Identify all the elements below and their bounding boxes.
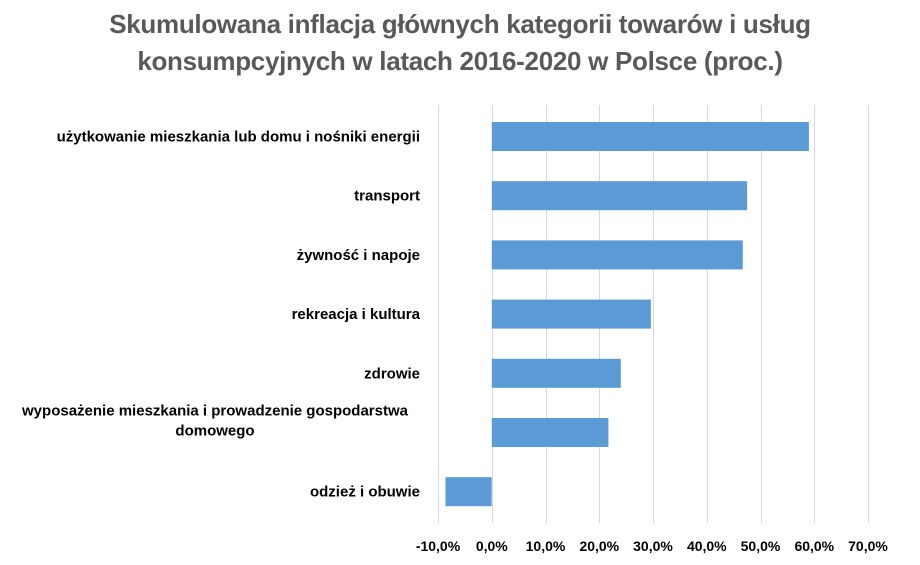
category-label-line: transport xyxy=(354,188,420,205)
bar xyxy=(445,477,492,507)
category-labels: użytkowanie mieszkania lub domu i nośnik… xyxy=(21,129,421,501)
chart-title-line-1: Skumulowana inflacja głównych kategorii … xyxy=(109,9,811,39)
category-label-line: zdrowie xyxy=(364,365,420,382)
x-tick-label: 60,0% xyxy=(794,538,834,554)
category-label-line: żywność i napoje xyxy=(297,247,420,264)
x-tick-label: 0,0% xyxy=(476,538,508,554)
category-label: wyposażenie mieszkania i prowadzenie gos… xyxy=(21,403,409,440)
category-label-line: użytkowanie mieszkania lub domu i nośnik… xyxy=(57,129,420,146)
category-label-line: rekreacja i kultura xyxy=(292,306,421,323)
bar xyxy=(491,181,748,211)
category-label: żywność i napoje xyxy=(297,247,420,264)
x-tick-label: 30,0% xyxy=(633,538,673,554)
x-tick-label: 20,0% xyxy=(579,538,619,554)
x-tick-label: -10,0% xyxy=(416,538,461,554)
bar xyxy=(491,358,621,388)
x-tick-label: 50,0% xyxy=(741,538,781,554)
x-axis-tick-labels: -10,0% 0,0% 10,0% 20,0% 30,0% 40,0% 50,0% 60,0%… xyxy=(416,538,889,554)
bar xyxy=(491,240,743,270)
bar xyxy=(491,122,809,151)
category-label: odzież i obuwie xyxy=(310,484,420,501)
category-label-line: odzież i obuwie xyxy=(310,484,420,501)
category-label-line: domowego xyxy=(175,423,254,440)
category-label: użytkowanie mieszkania lub domu i nośnik… xyxy=(57,129,420,146)
bar xyxy=(491,418,609,447)
bar xyxy=(491,299,651,329)
category-label-line: wyposażenie mieszkania i prowadzenie gos… xyxy=(21,403,409,420)
x-tick-label: 40,0% xyxy=(687,538,727,554)
category-label: zdrowie xyxy=(364,365,420,382)
chart-title-line-2: konsumpcyjnych w latach 2016-2020 w Pols… xyxy=(137,46,783,76)
category-label: rekreacja i kultura xyxy=(292,306,421,323)
bars xyxy=(445,122,809,507)
chart-title: Skumulowana inflacja głównych kategorii … xyxy=(0,6,920,80)
x-tick-label: 70,0% xyxy=(848,538,888,554)
category-label: transport xyxy=(354,188,420,205)
x-tick-label: 10,0% xyxy=(526,538,566,554)
